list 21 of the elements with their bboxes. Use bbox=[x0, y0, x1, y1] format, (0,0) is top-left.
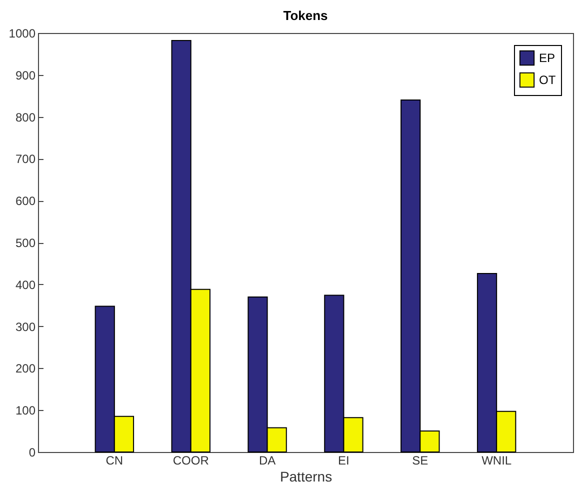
y-tick-label: 200 bbox=[15, 362, 36, 376]
y-tick-label: 900 bbox=[15, 68, 36, 82]
y-tick-label: 600 bbox=[15, 194, 36, 208]
legend-label: OT bbox=[539, 73, 556, 87]
y-tick-label: 100 bbox=[15, 404, 36, 418]
y-tick-label: 1000 bbox=[8, 26, 36, 40]
chart-title: Tokens bbox=[283, 8, 328, 23]
y-tick-label: 400 bbox=[15, 278, 36, 292]
legend-label: EP bbox=[539, 51, 556, 65]
x-tick-label: WNIL bbox=[482, 454, 512, 468]
y-tick-label: 800 bbox=[15, 110, 36, 124]
y-tick-label: 0 bbox=[28, 446, 36, 460]
x-tick-label: EI bbox=[338, 454, 350, 468]
x-axis-title: Patterns bbox=[280, 468, 332, 484]
y-tick-label: 300 bbox=[15, 320, 36, 334]
x-tick-label: DA bbox=[258, 454, 276, 468]
x-tick-label: CN bbox=[106, 454, 124, 468]
x-tick-label: COOR bbox=[172, 454, 210, 468]
x-tick-label: SE bbox=[412, 454, 428, 468]
y-tick-label: 700 bbox=[15, 152, 36, 166]
y-tick-label: 500 bbox=[15, 236, 36, 250]
